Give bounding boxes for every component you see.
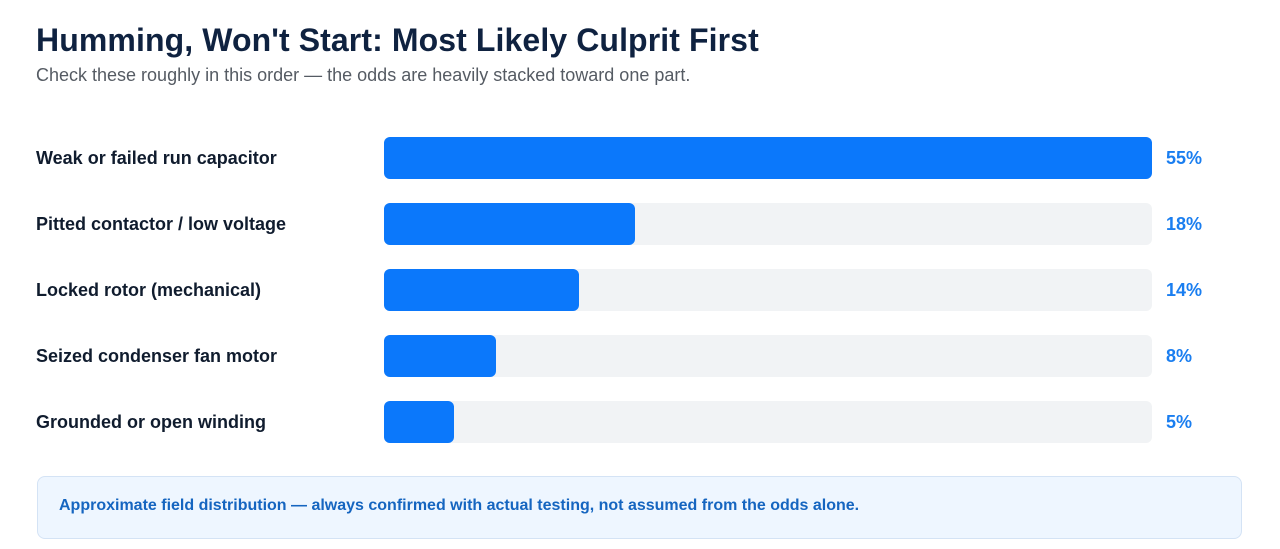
- value-label: 8%: [1166, 346, 1193, 366]
- category-label: Grounded or open winding: [36, 412, 266, 432]
- bar: [384, 335, 496, 377]
- bar-track: [384, 203, 1152, 245]
- footer-note-text: Approximate field distribution — always …: [59, 497, 860, 514]
- value-label: 55%: [1166, 148, 1203, 168]
- footer-note: Approximate field distribution — always …: [37, 476, 1242, 539]
- value-label: 14%: [1166, 280, 1203, 300]
- category-label: Locked rotor (mechanical): [36, 280, 262, 300]
- value-label: 5%: [1166, 412, 1193, 432]
- chart-title: Humming, Won't Start: Most Likely Culpri…: [36, 22, 759, 58]
- bar: [384, 269, 579, 311]
- category-label: Weak or failed run capacitor: [36, 148, 277, 168]
- bar: [384, 137, 1152, 179]
- bar-track: [384, 269, 1152, 311]
- bar-track: [384, 401, 1152, 443]
- category-label: Pitted contactor / low voltage: [36, 214, 287, 234]
- bar: [384, 203, 635, 245]
- bar-track: [384, 335, 1152, 377]
- bar-track: [384, 137, 1152, 179]
- category-label: Seized condenser fan motor: [36, 346, 278, 366]
- chart-subtitle: Check these roughly in this order — the …: [36, 65, 691, 85]
- value-label: 18%: [1166, 214, 1203, 234]
- bar: [384, 401, 454, 443]
